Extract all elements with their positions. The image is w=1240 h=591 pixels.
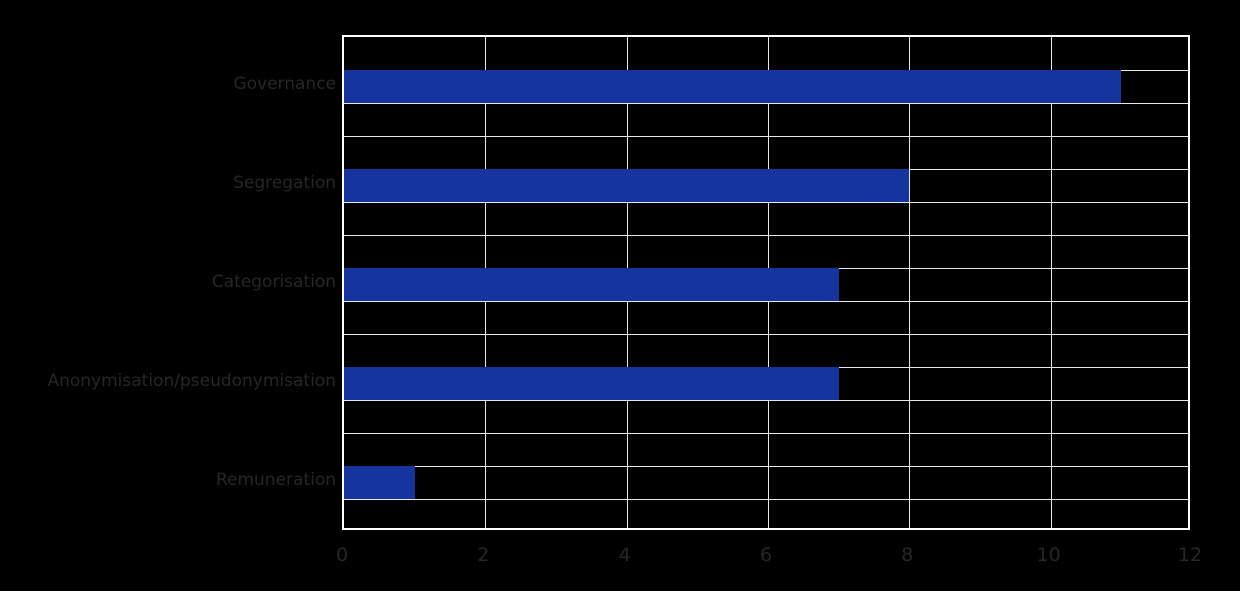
horizontal-gridline bbox=[344, 499, 1188, 500]
horizontal-gridline bbox=[344, 433, 1188, 434]
x-tick-label: 0 bbox=[335, 544, 349, 566]
x-tick-label: 6 bbox=[759, 544, 773, 566]
y-tick-label: Categorisation bbox=[211, 271, 336, 292]
horizontal-gridline bbox=[344, 202, 1188, 203]
horizontal-gridline bbox=[344, 334, 1188, 335]
y-tick-label: Anonymisation/pseudonymisation bbox=[47, 370, 336, 391]
bar-categorisation bbox=[344, 268, 839, 301]
x-tick-label: 4 bbox=[618, 544, 631, 566]
y-tick-label: Segregation bbox=[233, 172, 336, 193]
x-tick-label: 2 bbox=[477, 544, 490, 566]
x-tick-label: 10 bbox=[1036, 544, 1061, 566]
vertical-gridline bbox=[1050, 37, 1052, 528]
horizontal-gridline bbox=[344, 103, 1188, 104]
bar-governance bbox=[344, 70, 1122, 103]
plot-area bbox=[342, 35, 1190, 530]
horizontal-gridline bbox=[344, 400, 1188, 401]
y-tick-label: Remuneration bbox=[215, 469, 336, 490]
bar-segregation bbox=[344, 169, 910, 202]
x-tick-label: 12 bbox=[1177, 544, 1203, 566]
horizontal-gridline bbox=[344, 466, 1188, 467]
bar-anonymisation-pseudonymisation bbox=[344, 367, 839, 400]
x-tick-label: 8 bbox=[901, 544, 914, 566]
vertical-gridline bbox=[909, 37, 911, 528]
horizontal-gridline bbox=[344, 235, 1188, 236]
y-tick-label: Governance bbox=[233, 73, 336, 94]
bar-remuneration bbox=[344, 466, 415, 499]
horizontal-gridline bbox=[344, 136, 1188, 137]
horizontal-gridline bbox=[344, 301, 1188, 302]
